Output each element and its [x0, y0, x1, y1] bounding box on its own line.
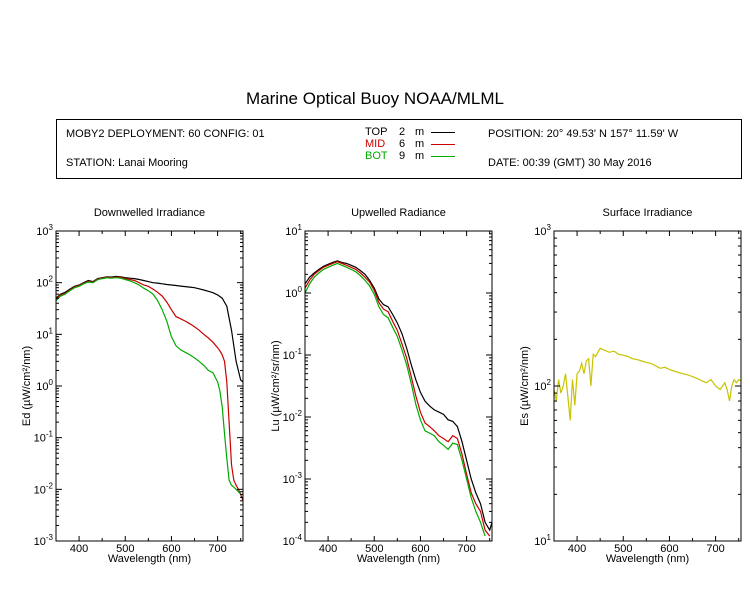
legend-depth: 9 [399, 150, 406, 162]
x-tick-label: 600 [162, 543, 180, 555]
deployment-text: MOBY2 DEPLOYMENT: 60 CONFIG: 01 [66, 128, 265, 140]
x-axis-label: Wavelength (nm) [357, 553, 440, 565]
x-tick-label: 400 [319, 543, 337, 555]
series-line-mid [305, 261, 491, 537]
y-axis-label: Ed (µW/cm²/nm) [21, 346, 33, 426]
y-tick-label: 10-3 [34, 533, 54, 548]
chart-title: Downwelled Irradiance [94, 207, 205, 219]
plot-frame [553, 230, 742, 542]
x-tick-label: 500 [614, 543, 632, 555]
series-line-mid [56, 276, 243, 502]
legend-name: BOT [365, 150, 388, 162]
legend-unit: m [415, 150, 425, 162]
legend-line [431, 144, 455, 145]
info-box: MOBY2 DEPLOYMENT: 60 CONFIG: 01 STATION:… [56, 119, 742, 179]
legend-depth: 6 [399, 138, 406, 150]
y-tick-label: 101 [285, 223, 302, 238]
x-tick-label: 700 [457, 543, 475, 555]
legend-name: TOP [365, 126, 388, 138]
legend-depth: 2 [399, 126, 406, 138]
y-tick-label: 101 [36, 326, 53, 341]
legend-line [431, 132, 455, 133]
legend-line [431, 156, 455, 157]
x-tick-label: 400 [70, 543, 88, 555]
y-tick-label: 10-1 [283, 347, 303, 362]
chart-panel-3: Surface Irradiance 400 500 600 700 101 102 103 W… [519, 207, 742, 565]
main-title: Marine Optical Buoy NOAA/MLML [246, 89, 504, 108]
plot-frame [55, 230, 244, 542]
chart-panel-2: Upwelled Radiance 400 500 600 700 10-4 10-3 10-… [270, 207, 493, 565]
x-axis-label: Wavelength (nm) [108, 553, 191, 565]
x-tick-label: 500 [365, 543, 383, 555]
x-tick-label: 700 [208, 543, 226, 555]
y-tick-label: 10-1 [34, 430, 54, 445]
x-tick-label: 500 [116, 543, 134, 555]
x-tick-label: 700 [706, 543, 724, 555]
station-text: STATION: Lanai Mooring [66, 157, 188, 169]
chart-title: Upwelled Radiance [351, 207, 446, 219]
y-tick-label: 103 [36, 223, 53, 238]
y-tick-label: 103 [534, 223, 551, 238]
y-tick-label: 10-2 [34, 481, 54, 496]
chart-panel-1: Downwelled Irradiance 400 500 600 700 10-3 10-… [21, 207, 244, 565]
series-line-top [56, 275, 243, 383]
y-tick-label: 101 [534, 533, 551, 548]
y-tick-label: 102 [36, 275, 53, 290]
y-tick-label: 100 [285, 285, 302, 300]
legend-unit: m [415, 126, 425, 138]
legend-name: MID [365, 138, 386, 150]
y-tick-label: 10-2 [283, 409, 303, 424]
y-tick-label: 10-4 [283, 533, 303, 548]
chart-title: Surface Irradiance [603, 207, 693, 219]
y-tick-label: 10-3 [283, 471, 303, 486]
y-axis-label: Es (µW/cm²/nm) [519, 346, 531, 426]
series-line-es [554, 347, 741, 421]
y-tick-label: 100 [36, 378, 53, 393]
x-tick-label: 600 [411, 543, 429, 555]
x-tick-label: 400 [568, 543, 586, 555]
series-line-top [305, 260, 492, 532]
series-line-bot [56, 277, 242, 495]
series-line-bot [305, 262, 486, 537]
plot-frame [304, 230, 493, 542]
y-tick-label: 102 [534, 378, 551, 393]
x-tick-label: 600 [660, 543, 678, 555]
legend-unit: m [415, 138, 425, 150]
position-text: POSITION: 20° 49.53' N 157° 11.59' W [488, 128, 679, 140]
x-axis-label: Wavelength (nm) [606, 553, 689, 565]
date-text: DATE: 00:39 (GMT) 30 May 2016 [488, 157, 652, 169]
y-axis-label: Lu (µW/cm²/sr/nm) [270, 340, 282, 431]
